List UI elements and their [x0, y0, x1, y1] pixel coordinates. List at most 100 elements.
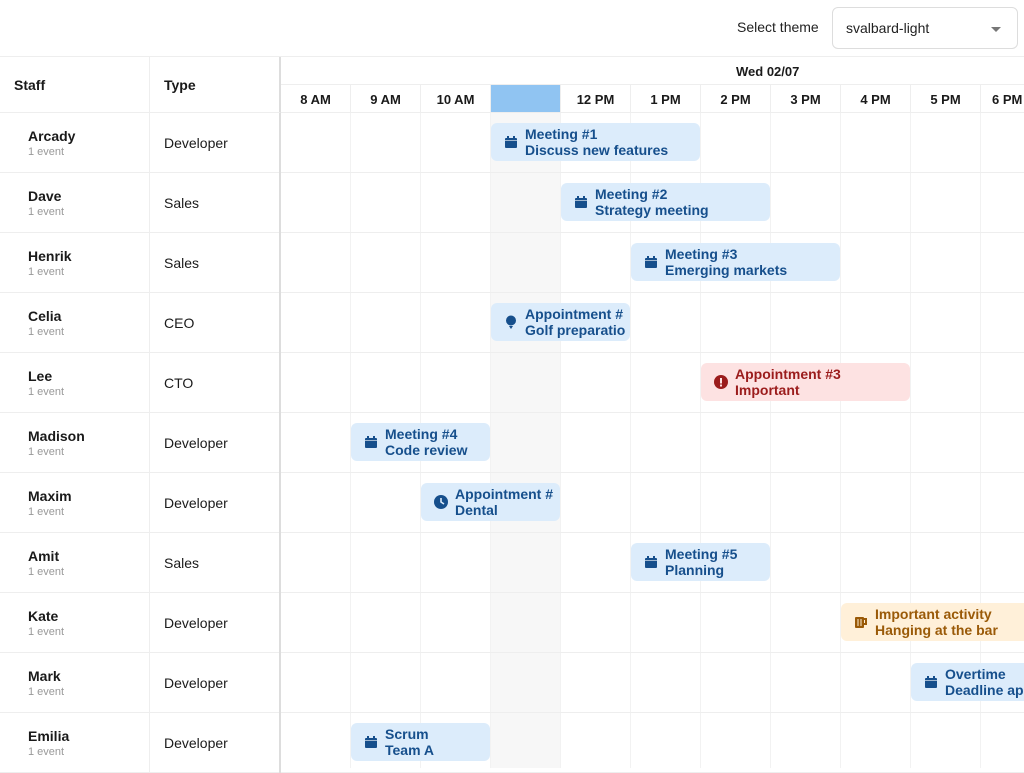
event-bar[interactable]: Scrum Team A: [351, 723, 490, 761]
event-title: Scrum: [385, 726, 429, 742]
staff-cell[interactable]: Maxim 1 event: [0, 473, 150, 533]
staff-cell[interactable]: Lee 1 event: [0, 353, 150, 413]
staff-name: Arcady: [28, 128, 76, 144]
event-count: 1 event: [28, 686, 65, 698]
event-bar[interactable]: Meeting #5 Planning: [631, 543, 770, 581]
time-column: [701, 113, 771, 768]
staff-column-header[interactable]: Staff: [0, 57, 150, 113]
event-count: 1 event: [28, 566, 65, 578]
event-count: 1 event: [28, 626, 65, 638]
staff-name: Dave: [28, 188, 62, 204]
event-bar[interactable]: Meeting #1 Discuss new features: [491, 123, 700, 161]
hour-header-cell: 3 PM: [771, 85, 841, 112]
event-count: 1 event: [28, 206, 65, 218]
event-bar[interactable]: Meeting #4 Code review: [351, 423, 490, 461]
staff-cell[interactable]: Emilia 1 event: [0, 713, 150, 773]
staff-cell[interactable]: Celia 1 event: [0, 293, 150, 353]
event-title: Meeting #2: [595, 186, 668, 202]
event-count: 1 event: [28, 746, 65, 758]
resource-row: Arcady 1 event Developer: [0, 113, 1024, 173]
theme-value: svalbard-light: [846, 20, 930, 36]
event-description: Deadline app: [945, 682, 1024, 698]
staff-cell[interactable]: Arcady 1 event: [0, 113, 150, 173]
staff-cell[interactable]: Mark 1 event: [0, 653, 150, 713]
event-count: 1 event: [28, 446, 65, 458]
type-cell: Developer: [150, 413, 281, 473]
resource-row: Maxim 1 event Developer: [0, 473, 1024, 533]
staff-cell[interactable]: Amit 1 event: [0, 533, 150, 593]
event-title: Appointment #3: [735, 366, 841, 382]
staff-name: Kate: [28, 608, 59, 624]
event-count: 1 event: [28, 386, 65, 398]
hour-header-cell: 10 AM: [421, 85, 491, 112]
event-title: Meeting #4: [385, 426, 458, 442]
event-title: Meeting #3: [665, 246, 738, 262]
hour-header-cell: 5 PM: [911, 85, 981, 112]
event-description: Planning: [665, 562, 725, 578]
event-bar[interactable]: Appointment #3 Important: [701, 363, 910, 401]
event-title: Meeting #5: [665, 546, 738, 562]
event-description: Strategy meeting: [595, 202, 709, 218]
type-cell: Sales: [150, 233, 281, 293]
staff-cell[interactable]: Madison 1 event: [0, 413, 150, 473]
type-cell: Developer: [150, 713, 281, 773]
staff-name: Henrik: [28, 248, 72, 264]
type-cell: CEO: [150, 293, 281, 353]
time-column: [421, 113, 491, 768]
event-title: Important activity: [875, 606, 992, 622]
type-cell: Developer: [150, 473, 281, 533]
hour-header-cell: 1 PM: [631, 85, 701, 112]
event-bar[interactable]: Important activity Hanging at the bar: [841, 603, 1024, 641]
resource-row: Dave 1 event Sales: [0, 173, 1024, 233]
time-column: [281, 113, 351, 768]
event-description: Code review: [385, 442, 468, 458]
event-bar[interactable]: Appointment # Dental: [421, 483, 560, 521]
event-description: Important: [735, 382, 800, 398]
time-column: [911, 113, 981, 768]
event-description: Hanging at the bar: [875, 622, 998, 638]
resource-row: Emilia 1 event Developer: [0, 713, 1024, 773]
time-column: [561, 113, 631, 768]
time-column: [491, 113, 561, 768]
staff-name: Emilia: [28, 728, 70, 744]
time-column: [631, 113, 701, 768]
hour-header-cell: 8 AM: [281, 85, 351, 112]
event-bar[interactable]: Meeting #2 Strategy meeting: [561, 183, 770, 221]
type-column-header[interactable]: Type: [150, 57, 281, 113]
event-count: 1 event: [28, 266, 65, 278]
staff-cell[interactable]: Henrik 1 event: [0, 233, 150, 293]
type-cell: Sales: [150, 173, 281, 233]
event-description: Discuss new features: [525, 142, 669, 158]
event-bar[interactable]: Appointment # Golf preparatio: [491, 303, 630, 341]
time-column: [771, 113, 841, 768]
staff-name: Celia: [28, 308, 62, 324]
type-cell: Developer: [150, 113, 281, 173]
type-cell: Developer: [150, 593, 281, 653]
hour-header: 8 AM 9 AM 10 AM 12 PM 1 PM 2 PM 3 PM 4 PM 5 PM 6 …: [281, 85, 1024, 113]
staff-name: Madison: [28, 428, 85, 444]
event-title: Appointment #: [455, 486, 553, 502]
resource-row: Kate 1 event Developer: [0, 593, 1024, 653]
resource-row: Mark 1 event Developer: [0, 653, 1024, 713]
hour-header-cell: 6 PM: [992, 92, 1023, 107]
resource-row: Henrik 1 event Sales: [0, 233, 1024, 293]
event-count: 1 event: [28, 326, 65, 338]
event-title: Appointment #: [525, 306, 623, 322]
staff-name: Lee: [28, 368, 53, 384]
theme-label: Select theme: [737, 19, 819, 35]
event-description: Golf preparatio: [525, 322, 626, 338]
event-count: 1 event: [28, 146, 65, 158]
resource-row: Madison 1 event Developer: [0, 413, 1024, 473]
event-description: Dental: [455, 502, 498, 518]
resource-row: Celia 1 event CEO: [0, 293, 1024, 353]
staff-cell[interactable]: Dave 1 event: [0, 173, 150, 233]
staff-name: Amit: [28, 548, 60, 564]
event-bar[interactable]: Overtime Deadline app: [911, 663, 1024, 701]
event-title: Meeting #1: [525, 126, 598, 142]
staff-name: Mark: [28, 668, 61, 684]
event-description: Emerging markets: [665, 262, 788, 278]
event-bar[interactable]: Meeting #3 Emerging markets: [631, 243, 840, 281]
staff-cell[interactable]: Kate 1 event: [0, 593, 150, 653]
resource-row: Lee 1 event CTO: [0, 353, 1024, 413]
theme-select[interactable]: svalbard-light: [832, 7, 1018, 49]
